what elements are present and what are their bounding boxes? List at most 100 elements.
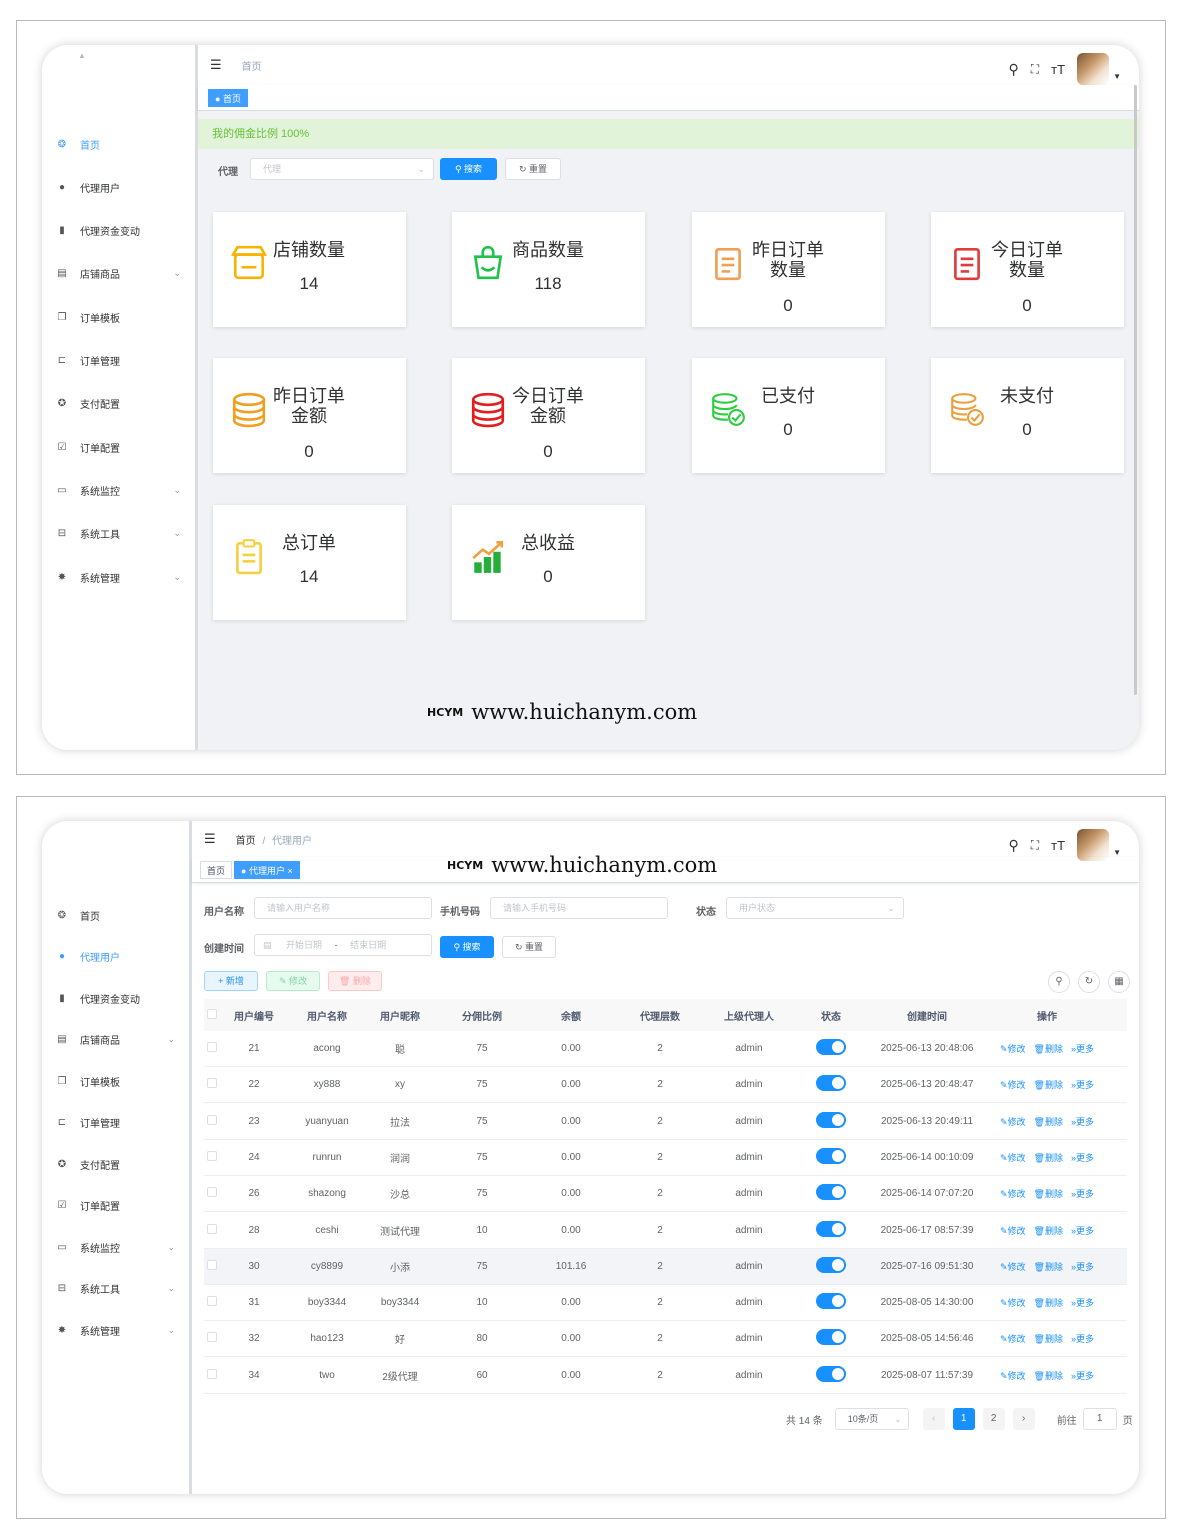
table-row[interactable]: 22 xy888 xy 75 0.00 2 admin 2025-06-13 20:48:47… bbox=[204, 1067, 1127, 1104]
row-checkbox[interactable] bbox=[204, 1296, 220, 1309]
row-delete-link[interactable]: 🗑删除 bbox=[1034, 1042, 1063, 1055]
sidebar-item-3[interactable]: ▤ 店铺商品 ⌄ bbox=[56, 264, 183, 284]
sidebar-item-6[interactable]: ✪ 支付配置 bbox=[56, 1154, 177, 1174]
search-button[interactable]: ⚲ 搜索 bbox=[440, 936, 494, 958]
checkbox[interactable] bbox=[207, 1114, 217, 1125]
table-row[interactable]: 32 hao123 好 80 0.00 2 admin 2025-08-05 14:56:46… bbox=[204, 1321, 1127, 1358]
status-toggle[interactable] bbox=[816, 1075, 846, 1092]
goto-input[interactable]: 1 bbox=[1082, 1408, 1117, 1430]
checkbox[interactable] bbox=[207, 1150, 217, 1161]
row-more-link[interactable]: »更多 bbox=[1071, 1151, 1094, 1164]
avatar[interactable] bbox=[1077, 53, 1110, 85]
row-checkbox[interactable] bbox=[204, 1042, 220, 1055]
page-size-select[interactable]: 10条/页 ⌄ bbox=[834, 1408, 909, 1430]
sidebar-item-0[interactable]: ❂ 首页 bbox=[56, 134, 183, 154]
fullscreen-icon[interactable]: ⛶ bbox=[1030, 837, 1040, 852]
row-more-link[interactable]: »更多 bbox=[1071, 1078, 1094, 1091]
row-more-link[interactable]: »更多 bbox=[1071, 1332, 1094, 1345]
row-more-link[interactable]: »更多 bbox=[1071, 1187, 1094, 1200]
breadcrumb-home[interactable]: 首页 bbox=[235, 835, 256, 847]
reset-button[interactable]: ↻ 重置 bbox=[502, 936, 556, 958]
toggle-search-icon[interactable]: ⚲ bbox=[1048, 971, 1070, 993]
page-1[interactable]: 1 bbox=[952, 1408, 975, 1430]
caret-down-icon[interactable]: ▼ bbox=[1113, 847, 1121, 857]
search-icon[interactable]: ⚲ bbox=[1008, 60, 1019, 77]
sidebar-item-4[interactable]: ❐ 订单模板 bbox=[56, 307, 183, 327]
font-size-icon[interactable]: ᴛT bbox=[1051, 837, 1066, 853]
close-icon[interactable]: × bbox=[287, 866, 293, 876]
font-size-icon[interactable]: ᴛT bbox=[1051, 61, 1066, 77]
tag-home[interactable]: ● 首页 bbox=[208, 89, 248, 107]
row-checkbox[interactable] bbox=[204, 1114, 220, 1128]
columns-icon[interactable]: ▦ bbox=[1108, 971, 1130, 993]
checkbox[interactable] bbox=[207, 1008, 217, 1019]
checkbox[interactable] bbox=[207, 1042, 217, 1052]
table-row[interactable]: 30 cy8899 小添 75 101.16 2 admin 2025-07-16 09:51… bbox=[204, 1248, 1127, 1285]
status-toggle[interactable] bbox=[816, 1184, 846, 1201]
row-more-link[interactable]: »更多 bbox=[1071, 1115, 1094, 1128]
table-row[interactable]: 23 yuanyuan 拉法 75 0.00 2 admin 2025-06-13 20:49… bbox=[204, 1104, 1127, 1140]
row-checkbox[interactable] bbox=[204, 1259, 220, 1273]
status-toggle[interactable] bbox=[816, 1147, 846, 1164]
row-edit-link[interactable]: ✎修改 bbox=[1000, 1224, 1026, 1237]
row-delete-link[interactable]: 🗑删除 bbox=[1034, 1078, 1063, 1091]
row-more-link[interactable]: »更多 bbox=[1071, 1369, 1094, 1382]
sidebar-item-7[interactable]: ☑ 订单配置 bbox=[56, 437, 183, 457]
table-row[interactable]: 24 runrun 润润 75 0.00 2 admin 2025-06-14 00:10:0… bbox=[204, 1140, 1127, 1176]
row-edit-link[interactable]: ✎修改 bbox=[1000, 1260, 1026, 1273]
sidebar-item-9[interactable]: ⊟ 系统工具 ⌄ bbox=[56, 524, 183, 544]
checkbox[interactable] bbox=[207, 1296, 217, 1307]
row-delete-link[interactable]: 🗑删除 bbox=[1034, 1187, 1063, 1200]
breadcrumb-home[interactable]: 首页 bbox=[241, 61, 262, 73]
prev-page-icon[interactable]: ‹ bbox=[922, 1408, 945, 1430]
row-edit-link[interactable]: ✎修改 bbox=[1000, 1187, 1026, 1200]
sidebar-item-1[interactable]: ● 代理用户 bbox=[56, 177, 183, 197]
tag-home[interactable]: 首页 bbox=[200, 861, 233, 879]
status-toggle[interactable] bbox=[816, 1293, 846, 1310]
row-checkbox[interactable] bbox=[204, 1368, 220, 1382]
row-checkbox[interactable] bbox=[204, 1150, 220, 1164]
checkbox[interactable] bbox=[207, 1332, 217, 1343]
sidebar-item-2[interactable]: ▮ 代理资金变动 bbox=[56, 988, 177, 1008]
sidebar-item-10[interactable]: ✸ 系统管理 ⌄ bbox=[56, 567, 183, 587]
avatar[interactable] bbox=[1077, 829, 1110, 861]
checkbox[interactable] bbox=[207, 1223, 217, 1234]
row-delete-link[interactable]: 🗑删除 bbox=[1034, 1369, 1063, 1382]
sidebar-item-0[interactable]: ❂ 首页 bbox=[56, 905, 177, 925]
row-edit-link[interactable]: ✎修改 bbox=[1000, 1115, 1026, 1128]
status-toggle[interactable] bbox=[816, 1220, 846, 1237]
row-checkbox[interactable] bbox=[204, 1187, 220, 1200]
row-delete-link[interactable]: 🗑删除 bbox=[1034, 1332, 1063, 1345]
checkbox[interactable] bbox=[207, 1078, 217, 1089]
row-edit-link[interactable]: ✎修改 bbox=[1000, 1369, 1026, 1382]
row-checkbox[interactable] bbox=[204, 1078, 220, 1091]
status-toggle[interactable] bbox=[816, 1111, 846, 1128]
status-toggle[interactable] bbox=[816, 1365, 846, 1382]
fullscreen-icon[interactable]: ⛶ bbox=[1030, 61, 1040, 76]
reset-button[interactable]: ↻ 重置 bbox=[505, 158, 561, 180]
tag-agent-users[interactable]: ● 代理用户 × bbox=[234, 861, 300, 879]
table-row[interactable]: 21 acong 聪 75 0.00 2 admin 2025-06-13 20:48:06 ✎… bbox=[204, 1031, 1127, 1067]
search-button[interactable]: ⚲ 搜索 bbox=[440, 158, 497, 180]
menu-toggle-icon[interactable]: ☰ bbox=[204, 831, 216, 846]
sidebar-item-2[interactable]: ▮ 代理资金变动 bbox=[56, 221, 183, 241]
sidebar-item-8[interactable]: ▭ 系统监控 ⌄ bbox=[56, 1237, 177, 1257]
delete-button[interactable]: 🗑 删除 bbox=[328, 971, 382, 991]
checkbox[interactable] bbox=[207, 1259, 217, 1270]
caret-down-icon[interactable]: ▼ bbox=[1113, 71, 1121, 81]
sidebar-item-10[interactable]: ✸ 系统管理 ⌄ bbox=[56, 1320, 177, 1340]
status-toggle[interactable] bbox=[816, 1256, 846, 1273]
sidebar-item-5[interactable]: ⊏ 订单管理 bbox=[56, 351, 183, 371]
sidebar-item-8[interactable]: ▭ 系统监控 ⌄ bbox=[56, 480, 183, 500]
select-all-checkbox[interactable] bbox=[204, 1008, 220, 1022]
add-button[interactable]: + 新增 bbox=[204, 971, 258, 991]
sidebar-item-7[interactable]: ☑ 订单配置 bbox=[56, 1196, 177, 1216]
row-edit-link[interactable]: ✎修改 bbox=[1000, 1042, 1026, 1055]
sidebar-item-6[interactable]: ✪ 支付配置 bbox=[56, 394, 183, 414]
sidebar-item-5[interactable]: ⊏ 订单管理 bbox=[56, 1113, 177, 1133]
row-delete-link[interactable]: 🗑删除 bbox=[1034, 1151, 1063, 1164]
sidebar-item-1[interactable]: ● 代理用户 bbox=[56, 947, 177, 967]
scrollbar[interactable] bbox=[1134, 85, 1137, 695]
edit-button[interactable]: ✎ 修改 bbox=[266, 971, 320, 991]
page-2[interactable]: 2 bbox=[982, 1408, 1005, 1430]
